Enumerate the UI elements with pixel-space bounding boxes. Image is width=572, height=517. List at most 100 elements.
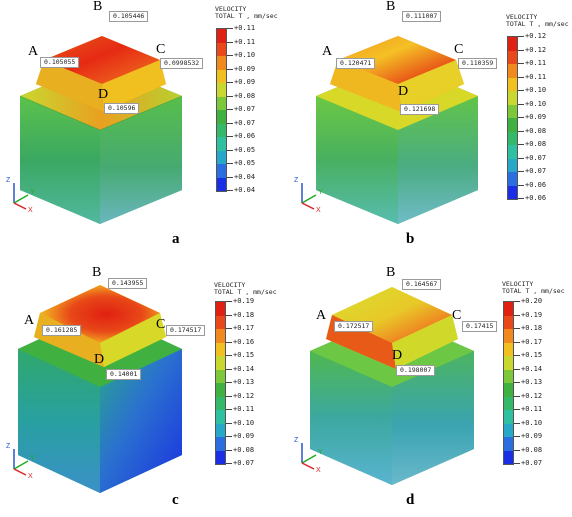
legend-color-bar: [215, 301, 226, 465]
legend-value-label: +0.12: [525, 32, 547, 40]
legend-color-band: [504, 423, 513, 437]
panel-label-a: a: [172, 231, 180, 247]
legend-value-label: +0.18: [521, 324, 543, 332]
legend-color-band: [216, 329, 225, 343]
legend-value-label: +0.11: [234, 37, 256, 46]
corner-label-d: D: [392, 348, 403, 363]
legend-color-band: [217, 123, 226, 137]
legend-tick: [518, 49, 524, 51]
legend-title-b: VELOCITY TOTAL T , mm/sec: [506, 14, 569, 28]
legend-color-band: [504, 396, 513, 410]
legend-title-line2: TOTAL T , mm/sec: [214, 288, 277, 296]
legend-tick: [514, 382, 520, 383]
legend-tick: [518, 117, 524, 118]
legend-tick: [518, 144, 524, 145]
legend-value-label: +0.12: [521, 391, 543, 400]
legend-tick: [227, 109, 233, 110]
legend-value-label: +0.09: [234, 78, 256, 86]
axis-x-label: X: [316, 207, 321, 214]
legend-tick: [226, 368, 232, 370]
legend-value-label: +0.15: [233, 351, 255, 359]
legend-color-band: [216, 383, 225, 397]
legend-color-band: [504, 342, 513, 356]
legend-color-band: [508, 50, 517, 64]
value-tag-c: 0.17415: [462, 321, 498, 332]
legend-color-band: [216, 396, 225, 410]
legend-color-band: [217, 110, 226, 124]
legend-value-label: +0.08: [233, 445, 255, 454]
legend-tick: [226, 463, 232, 464]
legend-color-band: [508, 172, 517, 186]
legend-tick: [226, 341, 232, 343]
corner-label-c: C: [156, 317, 166, 332]
legend-color-band: [504, 410, 513, 424]
axis-z-label: Z: [6, 443, 11, 450]
legend-title-a: VELOCITY TOTAL T , mm/sec: [215, 6, 278, 20]
axis-triad-c: Z Y X: [4, 441, 44, 481]
legend-color-band: [504, 315, 513, 329]
corner-label-b: B: [92, 265, 102, 280]
legend-color-bar: [216, 28, 227, 192]
legend-color-band: [504, 450, 513, 464]
legend-tick: [227, 163, 233, 164]
legend-value-label: +0.14: [233, 364, 255, 373]
value-tag-b: 0.164567: [402, 279, 442, 290]
legend-tick: [518, 157, 524, 159]
panel-c: A B C D 0.161285 0.143955 0.174517 0.140…: [0, 259, 286, 517]
legend-tick: [227, 136, 233, 137]
axis-y-label: Y: [30, 455, 35, 462]
legend-title-line1: VELOCITY: [502, 280, 534, 288]
value-tag-d: 0.14001: [106, 369, 142, 380]
panel-a: A B C D 0.105055 0.105446 0.0998532 0.10…: [0, 0, 286, 258]
legend-value-label: +0.16: [233, 337, 255, 346]
legend-value-label: +0.10: [525, 86, 547, 94]
legend-title-c: VELOCITY TOTAL T , mm/sec: [214, 282, 277, 296]
legend-value-label: +0.04: [234, 172, 256, 181]
legend-color-band: [504, 369, 513, 383]
legend-tick: [514, 449, 520, 451]
corner-label-a: A: [316, 308, 327, 323]
legend-tick: [227, 41, 233, 43]
corner-label-c: C: [452, 308, 462, 323]
panel-label-d: d: [406, 492, 415, 508]
legend-value-label: +0.06: [525, 194, 547, 202]
legend-tick: [518, 184, 524, 186]
legend-tick: [227, 82, 233, 83]
value-tag-a: 0.161285: [42, 325, 82, 336]
legend-value-label: +0.14: [521, 364, 543, 373]
legend-value-label: +0.11: [525, 72, 547, 81]
legend-tick: [227, 176, 233, 178]
legend-tick: [226, 314, 232, 316]
legend-value-label: +0.08: [525, 140, 547, 148]
axis-triad-b: Z Y X: [292, 175, 332, 215]
legend-color-band: [217, 137, 226, 151]
panel-label-b: b: [406, 231, 415, 247]
legend-color-band: [504, 356, 513, 370]
cube-render-c: [18, 285, 182, 493]
legend-value-label: +0.07: [521, 459, 543, 467]
legend-color-bar: [503, 301, 514, 465]
corner-label-d: D: [98, 87, 109, 102]
legend-title-line2: TOTAL T , mm/sec: [506, 20, 569, 28]
legend-color-band: [216, 356, 225, 370]
legend-color-band: [216, 423, 225, 437]
legend-value-label: +0.08: [521, 445, 543, 454]
legend-value-label: +0.05: [234, 145, 256, 154]
legend-tick: [226, 422, 232, 424]
legend-tick: [227, 122, 233, 124]
legend-color-band: [508, 77, 517, 91]
corner-label-b: B: [93, 0, 103, 14]
corner-label-a: A: [322, 44, 333, 59]
value-tag-c: 0.110359: [458, 58, 498, 69]
legend-value-label: +0.11: [525, 59, 547, 67]
value-tag-b: 0.111007: [402, 11, 442, 22]
legend-tick: [514, 341, 520, 343]
legend-color-band: [217, 83, 226, 97]
legend-color-band: [508, 104, 517, 118]
legend-value-label: +0.06: [234, 132, 256, 140]
legend-value-label: +0.09: [521, 432, 543, 440]
legend-tick: [226, 436, 232, 437]
legend-value-label: +0.07: [234, 105, 256, 113]
legend-tick: [227, 55, 233, 56]
legend-color-band: [504, 329, 513, 343]
